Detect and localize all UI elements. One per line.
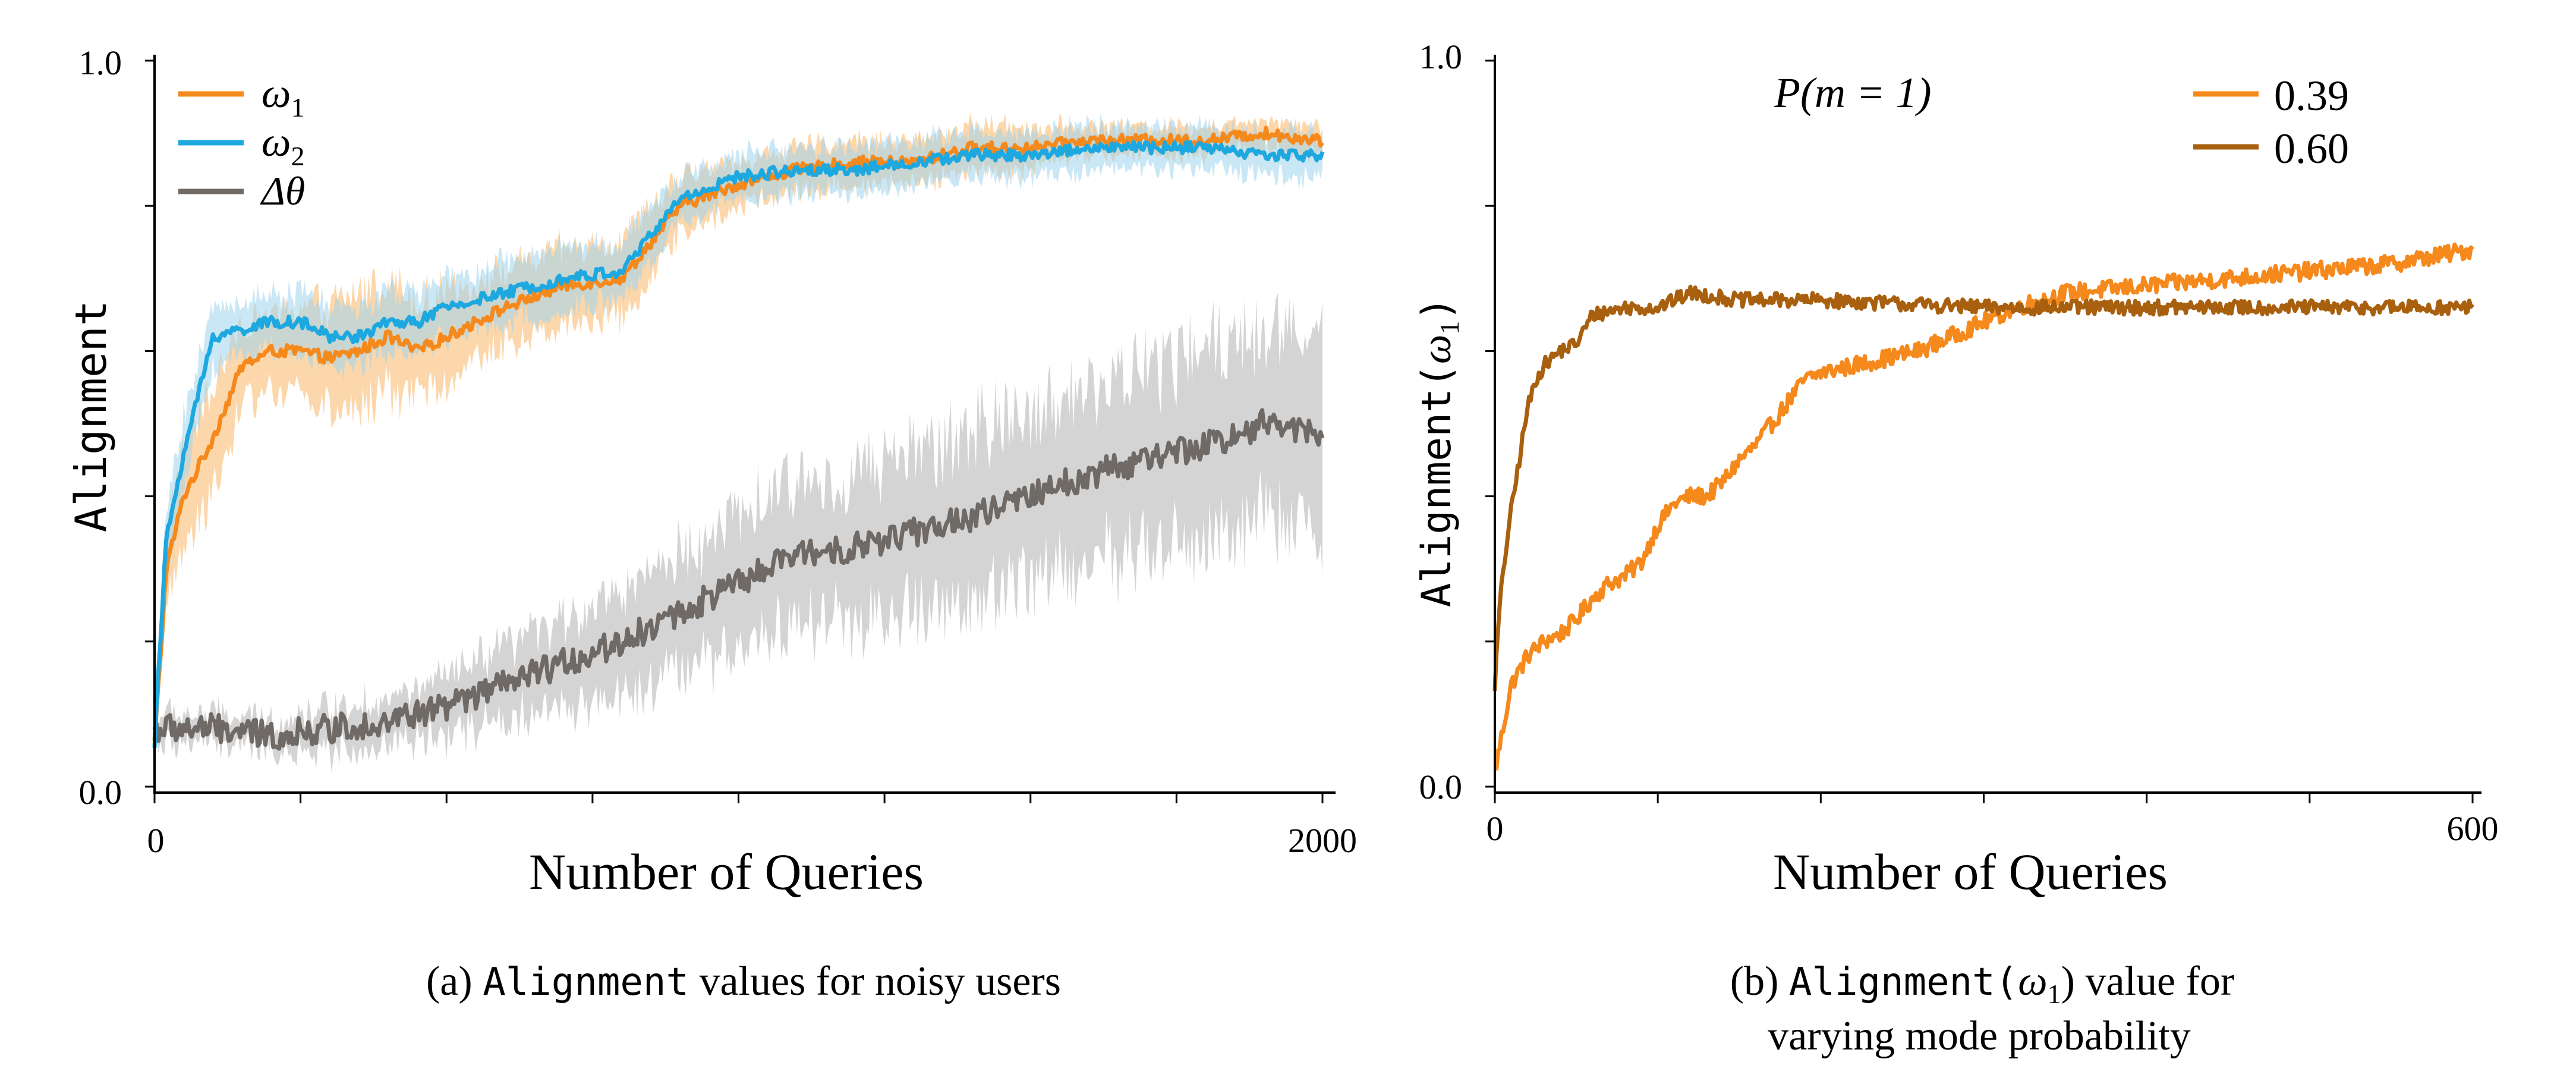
legend-label-p060: 0.60 xyxy=(2274,125,2349,172)
line-omega1 xyxy=(152,125,1324,741)
panel-b-lines xyxy=(1492,242,2474,771)
panel-a-xtick-label-left: 0 xyxy=(147,821,165,860)
panel-b-ticks xyxy=(1485,59,2474,803)
panel-a: 1.0 0.0 0 2000 Number of Queries Alignme… xyxy=(66,43,1357,1004)
panel-b-xlabel: Number of Queries xyxy=(1773,843,2168,900)
panel-b-legend: P(m = 1) 0.39 0.60 xyxy=(1774,69,2349,172)
panel-b-caption-line2: varying mode probability xyxy=(1768,1013,2191,1059)
panel-b-ytick-label-bottom: 0.0 xyxy=(1419,768,1463,806)
legend-title: P(m = 1) xyxy=(1774,69,1932,117)
panel-a-ytick-label-top: 1.0 xyxy=(79,43,122,82)
panel-a-ylabel: Alignment xyxy=(66,300,116,532)
panel-b-ytick-label-top: 1.0 xyxy=(1419,37,1463,76)
line-p039 xyxy=(1494,242,2474,771)
panel-a-ticks xyxy=(145,59,1324,803)
legend-label-p039: 0.39 xyxy=(2274,72,2349,120)
line-p060 xyxy=(1492,284,2474,692)
band-dtheta xyxy=(155,293,1322,773)
panel-b-caption-line1: (b) Alignment(ω1) value for xyxy=(1730,959,2234,1009)
legend-label-dtheta: Δθ xyxy=(260,168,305,213)
panel-b-ylabel: Alignment(ω1) xyxy=(1413,297,1465,608)
legend-label-omega2: ω2 xyxy=(262,120,304,171)
panel-b: 1.0 0.0 0 600 Number of Queries Alignmen… xyxy=(1413,37,2499,1059)
panel-b-xtick-label-right: 600 xyxy=(2447,809,2499,848)
panel-a-legend: ω1 ω2 Δθ xyxy=(178,71,305,213)
legend-label-omega1: ω1 xyxy=(262,71,304,122)
panel-a-xtick-label-right: 2000 xyxy=(1288,821,1357,860)
line-omega2 xyxy=(152,140,1325,748)
line-dtheta xyxy=(152,408,1325,751)
panel-b-xtick-label-left: 0 xyxy=(1487,809,1504,848)
panel-a-xlabel: Number of Queries xyxy=(529,843,924,900)
panel-a-ytick-label-bottom: 0.0 xyxy=(79,773,122,812)
band-omega2 xyxy=(155,112,1322,777)
panel-a-caption: (a) Alignment values for noisy users xyxy=(426,959,1061,1004)
panel-a-lines xyxy=(152,125,1325,751)
panel-a-bands xyxy=(155,112,1322,777)
